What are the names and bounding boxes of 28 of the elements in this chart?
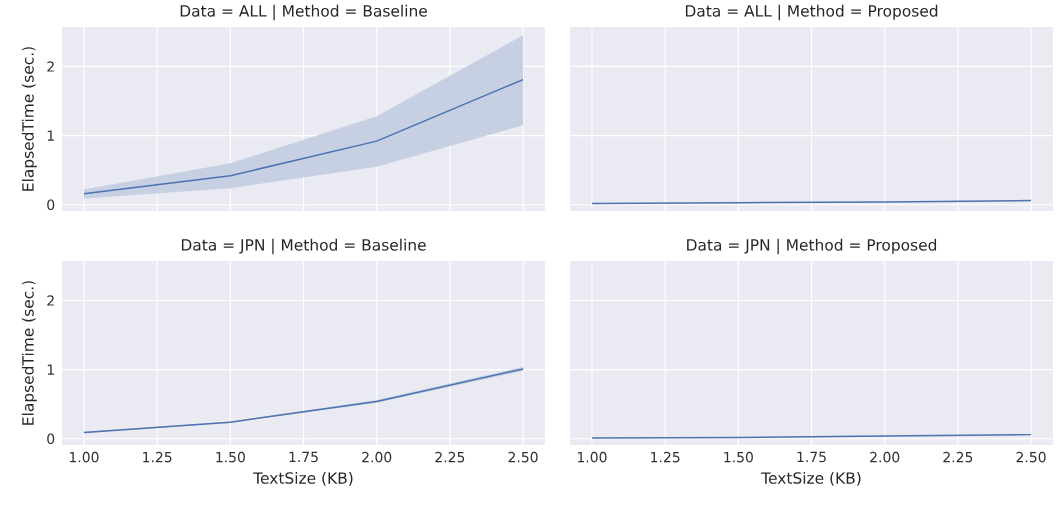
x-tick-label: 1.00 — [69, 451, 99, 463]
x-tick-label: 2.00 — [870, 451, 900, 463]
x-tick-label: 1.50 — [216, 451, 245, 463]
chart-title: Data = JPN | Method = Proposed — [687, 238, 937, 255]
y-axis-title: ElapsedTime (sec.) — [21, 47, 37, 191]
y-tick-label: 1 — [47, 130, 54, 141]
y-tick-label: 2 — [47, 295, 54, 306]
x-tick-label: 1.50 — [724, 451, 753, 463]
x-axis-title: TextSize (KB) — [761, 471, 861, 486]
chart-title: Data = ALL | Method = Proposed — [685, 4, 938, 21]
y-tick-label: 0 — [47, 433, 55, 445]
x-tick-label: 2.00 — [362, 451, 392, 463]
chart-title: Data = ALL | Method = Baseline — [180, 4, 427, 21]
x-tick-label: 1.75 — [289, 451, 318, 463]
x-tick-label: 1.75 — [797, 451, 826, 463]
x-tick-label: 2.25 — [943, 451, 973, 463]
y-tick-label: 2 — [47, 61, 54, 72]
x-tick-label: 2.25 — [435, 451, 465, 463]
x-tick-label: 1.00 — [577, 451, 607, 463]
y-tick-label: 1 — [47, 364, 54, 375]
y-tick-label: 0 — [47, 199, 55, 211]
x-tick-label: 2.50 — [1016, 451, 1046, 463]
x-tick-label: 1.25 — [143, 451, 172, 463]
x-tick-label: 2.50 — [508, 451, 538, 463]
x-tick-label: 1.25 — [651, 451, 680, 463]
x-axis-title: TextSize (KB) — [253, 471, 353, 486]
y-axis-title: ElapsedTime (sec.) — [21, 281, 37, 425]
chart-title: Data = JPN | Method = Baseline — [181, 238, 426, 255]
